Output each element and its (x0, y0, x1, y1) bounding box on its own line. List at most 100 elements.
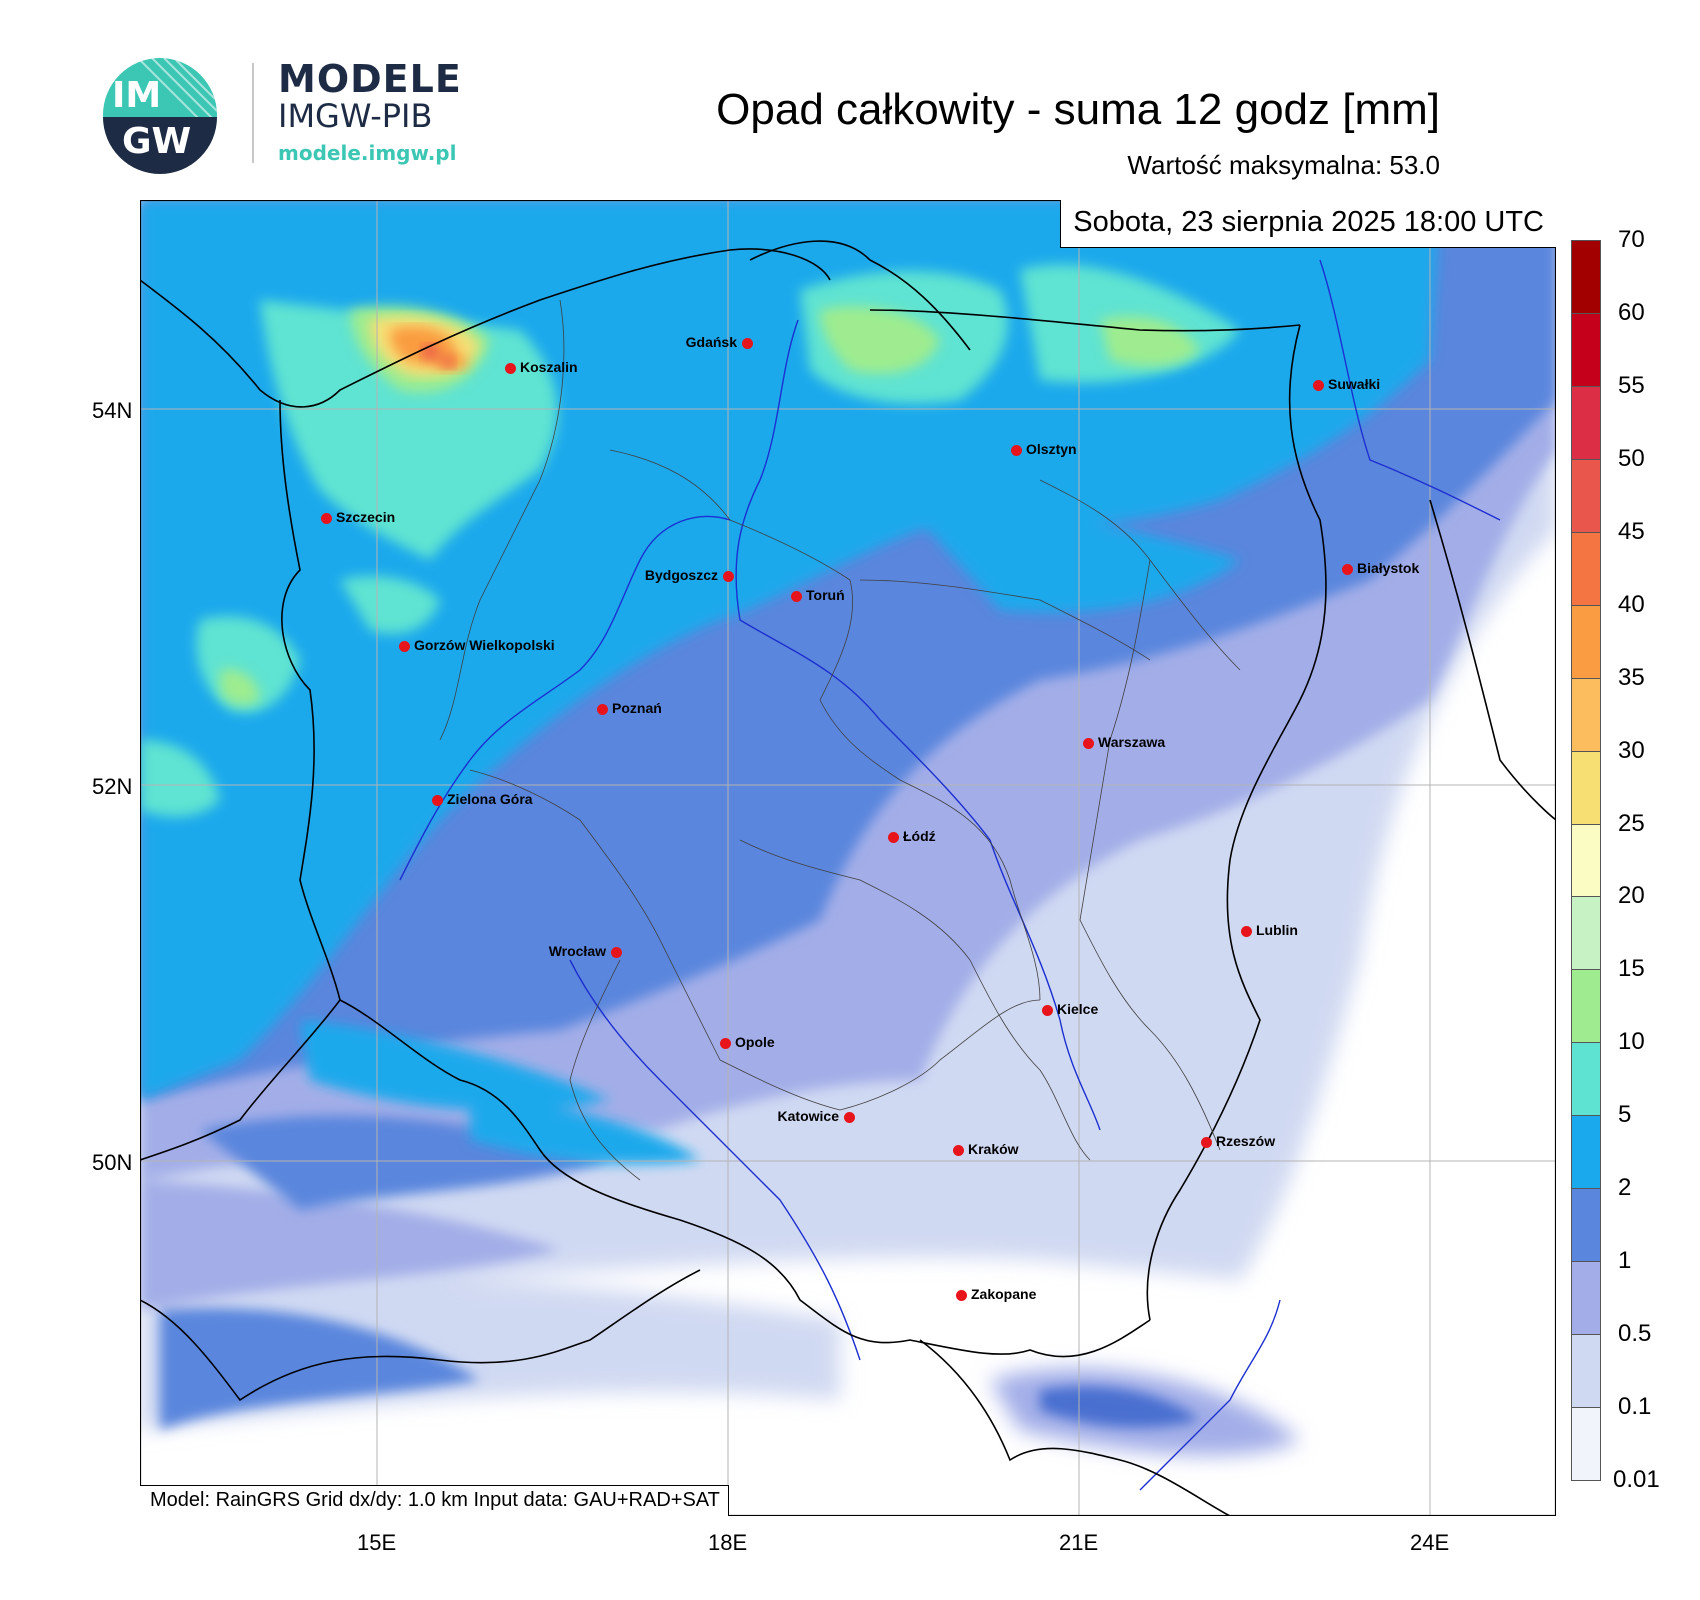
city-label: Szczecin (336, 509, 396, 525)
city-dot (1011, 445, 1022, 456)
graticule (140, 200, 1556, 1516)
city-dot (611, 947, 622, 958)
city-dot (1042, 1005, 1053, 1016)
city-label: Poznań (612, 700, 662, 716)
city-dot (956, 1290, 967, 1301)
city-dot (399, 641, 410, 652)
region-borders (439, 299, 1241, 1181)
colorbar-label: 40 (1618, 590, 1645, 618)
lon-label-24e: 24E (1410, 1530, 1450, 1555)
colorbar-label: 55 (1618, 371, 1645, 399)
logo-badge-bottom: GW (122, 121, 191, 162)
city-label: Kraków (968, 1141, 1019, 1157)
colorbar (1571, 240, 1601, 1481)
colorbar-label: 2 (1618, 1174, 1632, 1202)
colorbar-segment (1571, 1115, 1601, 1190)
colorbar-label: 35 (1618, 663, 1645, 691)
colorbar-label: 1 (1618, 1247, 1632, 1275)
colorbar-label: 30 (1618, 736, 1645, 764)
date-label: Sobota, 23 sierpnia 2025 18:00 UTC (1060, 200, 1556, 248)
city-label: Lublin (1256, 922, 1298, 938)
colorbar-label: 10 (1618, 1028, 1645, 1056)
city-label: Katowice (777, 1108, 839, 1124)
city-label: Kielce (1057, 1001, 1099, 1017)
city-dot (723, 571, 734, 582)
colorbar-segment (1571, 1407, 1601, 1481)
city-label: Wrocław (548, 943, 606, 959)
lon-label-15e: 15E (357, 1530, 397, 1555)
colorbar-label: 0.01 (1613, 1466, 1660, 1493)
lat-label-50n: 50N (92, 1150, 133, 1175)
city-dot (1241, 926, 1252, 937)
city-dot (597, 704, 608, 715)
city-label: Toruń (806, 587, 845, 603)
colorbar-segment (1571, 1334, 1601, 1409)
colorbar-label: 70 (1618, 226, 1645, 253)
city-dot (505, 363, 516, 374)
colorbar-segment (1571, 385, 1601, 460)
logo-separator (252, 63, 254, 163)
rivers (399, 259, 1501, 1491)
city-label: Koszalin (520, 359, 578, 375)
colorbar-segment (1571, 1042, 1601, 1117)
city-label: Opole (735, 1034, 775, 1050)
national-borders (140, 240, 1556, 1516)
colorbar-segment (1571, 458, 1601, 533)
lat-label-52n: 52N (92, 774, 133, 799)
colorbar-label: 45 (1618, 517, 1645, 545)
colorbar-label: 60 (1618, 298, 1645, 326)
colorbar-segment (1571, 240, 1601, 314)
city-label: Gorzów Wielkopolski (414, 637, 555, 653)
city-label: Łódź (903, 828, 936, 844)
city-dot (953, 1145, 964, 1156)
lon-label-21e: 21E (1059, 1530, 1099, 1555)
colorbar-segment (1571, 531, 1601, 606)
colorbar-segment (1571, 1188, 1601, 1263)
precipitation-map: Koszalin Gdańsk Suwałki Olsztyn Szczecin Bydg… (140, 200, 1556, 1516)
colorbar-label: 15 (1618, 955, 1645, 983)
logo-subtitle: IMGW-PIB (278, 97, 433, 135)
colorbar-label: 0.5 (1618, 1320, 1652, 1348)
page-title: Opad całkowity - suma 12 godz [mm] (716, 85, 1440, 134)
city-label: Gdańsk (685, 334, 737, 350)
city-dot (432, 795, 443, 806)
lon-label-18e: 18E (708, 1530, 748, 1555)
max-value-text: Wartość maksymalna: 53.0 (1127, 150, 1440, 180)
logo-url[interactable]: modele.imgw.pl (278, 141, 457, 165)
city-dot (1201, 1137, 1212, 1148)
logo-title: MODELE (278, 57, 462, 101)
colorbar-segment (1571, 750, 1601, 825)
city-label: Zielona Góra (447, 791, 533, 807)
colorbar-segment (1571, 312, 1601, 387)
city-dot (888, 832, 899, 843)
city-dot (1313, 380, 1324, 391)
city-label: Warszawa (1098, 734, 1166, 750)
map-canvas (140, 200, 1556, 1516)
city-dot (720, 1038, 731, 1049)
city-dot (1342, 564, 1353, 575)
city-dot (321, 513, 332, 524)
lat-label-54n: 54N (92, 398, 133, 423)
model-info: Model: RainGRS Grid dx/dy: 1.0 km Input … (140, 1485, 729, 1516)
colorbar-segment (1571, 1261, 1601, 1336)
colorbar-label: 0.1 (1618, 1393, 1652, 1421)
imgw-badge-icon: IM GW (103, 57, 218, 174)
city-label: Białystok (1357, 560, 1420, 576)
city-dot (844, 1112, 855, 1123)
colorbar-label: 25 (1618, 809, 1645, 837)
city-dot (791, 591, 802, 602)
colorbar-segment (1571, 896, 1601, 971)
city-label: Rzeszów (1216, 1133, 1276, 1149)
logo-badge-top: IM (112, 75, 161, 116)
city-dot (1083, 738, 1094, 749)
colorbar-segment (1571, 823, 1601, 898)
city-label: Zakopane (971, 1286, 1037, 1302)
colorbar-segment (1571, 677, 1601, 752)
city-label: Suwałki (1328, 376, 1381, 392)
colorbar-segment (1571, 604, 1601, 679)
colorbar-label: 5 (1618, 1101, 1632, 1129)
colorbar-label: 50 (1618, 444, 1645, 472)
city-label: Bydgoszcz (644, 567, 718, 583)
colorbar-segment (1571, 969, 1601, 1044)
colorbar-label: 20 (1618, 882, 1645, 910)
